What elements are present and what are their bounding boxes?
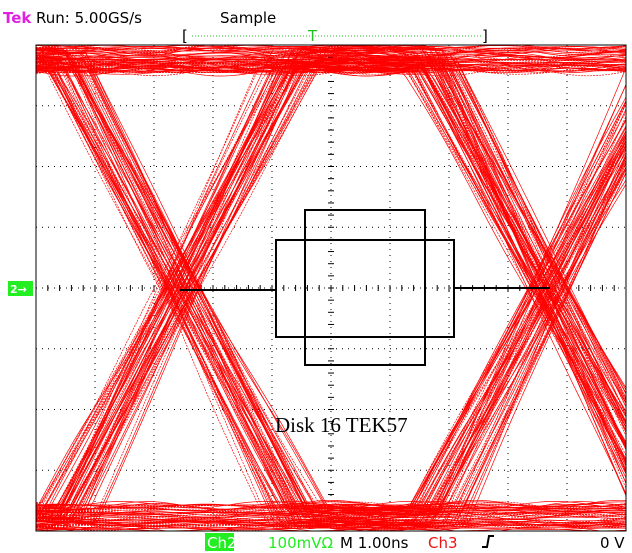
- eye-trace: [30, 45, 630, 518]
- trigger-level: 0 V: [600, 534, 625, 552]
- eye-trace: [30, 141, 630, 519]
- eye-trace: [30, 165, 630, 523]
- eye-trace: [30, 162, 630, 528]
- eye-trace: [30, 70, 630, 423]
- annotation: Disk 16 TEK57: [275, 413, 408, 437]
- acquisition-status: Run: 5.00GS/s: [36, 9, 142, 27]
- trigger-slope-icon: [482, 536, 494, 547]
- eye-trace: [30, 178, 630, 530]
- record-bracket-right: ]: [482, 27, 488, 45]
- eye-trace: [30, 49, 630, 525]
- trigger-source: Ch3: [428, 534, 458, 552]
- trigger-marker: T: [307, 27, 318, 45]
- eye-trace: [30, 70, 630, 71]
- channel-marker: 2→: [10, 283, 27, 296]
- eye-trace: [30, 61, 630, 415]
- eye-trace: [30, 45, 630, 519]
- brand: Tek: [3, 9, 32, 27]
- channel-label: Ch2: [207, 534, 237, 552]
- timebase: M 1.00ns: [340, 534, 409, 552]
- acquisition-mode: Sample: [220, 9, 276, 27]
- eye-trace: [30, 57, 630, 505]
- vertical-scale: 100mVΩ: [268, 534, 333, 552]
- record-bracket-left: [: [182, 27, 188, 45]
- eye-trace: [30, 128, 630, 514]
- oscilloscope-screen: Tek Run: 5.00GS/s Sample [ T ] 2→ Disk 1…: [0, 0, 632, 553]
